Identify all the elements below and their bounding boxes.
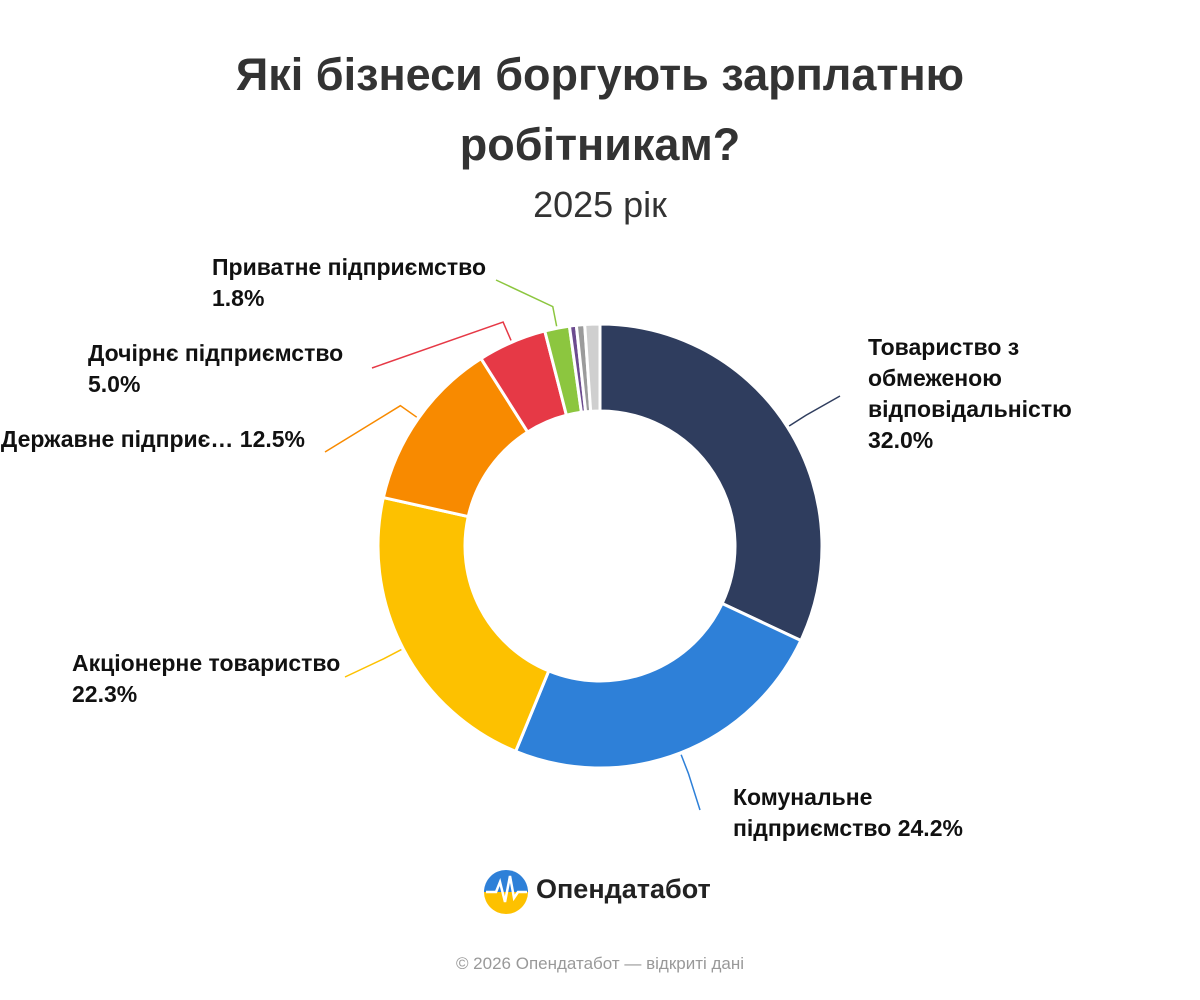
donut-slice <box>376 496 551 753</box>
leader-line <box>495 279 558 327</box>
value-label: 32.0% <box>868 427 934 453</box>
value-label: 12.5% <box>239 426 305 452</box>
chart-subtitle: 2025 рік <box>533 184 667 225</box>
value-label: 22.3% <box>72 681 138 707</box>
donut-slice <box>598 322 824 643</box>
category-label: Комунальне підприємство <box>733 784 892 841</box>
slice-label: Товариство з обмеженою відповідальністю … <box>868 332 1128 456</box>
category-label: Товариство з обмеженою відповідальністю <box>868 334 1072 422</box>
value-label: 5.0% <box>88 371 141 397</box>
leader-line <box>680 754 701 811</box>
leader-line <box>371 321 512 369</box>
slice-label: Комунальне підприємство 24.2% <box>733 782 1033 844</box>
copyright: © 2026 Опендатабот — відкриті дані <box>455 954 745 973</box>
logo-pulse <box>486 875 527 903</box>
slice-label: Акціонерне товариство 22.3% <box>72 648 342 710</box>
slice-label: Дочірнє підприємство 5.0% <box>88 338 368 400</box>
donut-slice <box>583 322 602 413</box>
donut-slice <box>514 601 803 770</box>
category-label: Державне підприє… <box>0 426 234 452</box>
value-label: 1.8% <box>212 285 265 311</box>
category-label: Дочірнє підприємство <box>88 340 344 366</box>
category-label: Приватне підприємство <box>212 254 487 280</box>
leader-line <box>324 404 418 453</box>
chart-title: Які бізнеси боргують зарплатню робітника… <box>235 49 965 170</box>
slice-label: Державне підприє… 12.5% <box>1 424 305 455</box>
category-label: Акціонерне товариство <box>72 650 341 676</box>
leader-line <box>344 648 402 678</box>
brand: Опендатабот <box>536 874 711 904</box>
leader-line <box>788 395 841 427</box>
value-label: 24.2% <box>897 815 963 841</box>
slice-label: Приватне підприємство 1.8% <box>212 252 492 314</box>
